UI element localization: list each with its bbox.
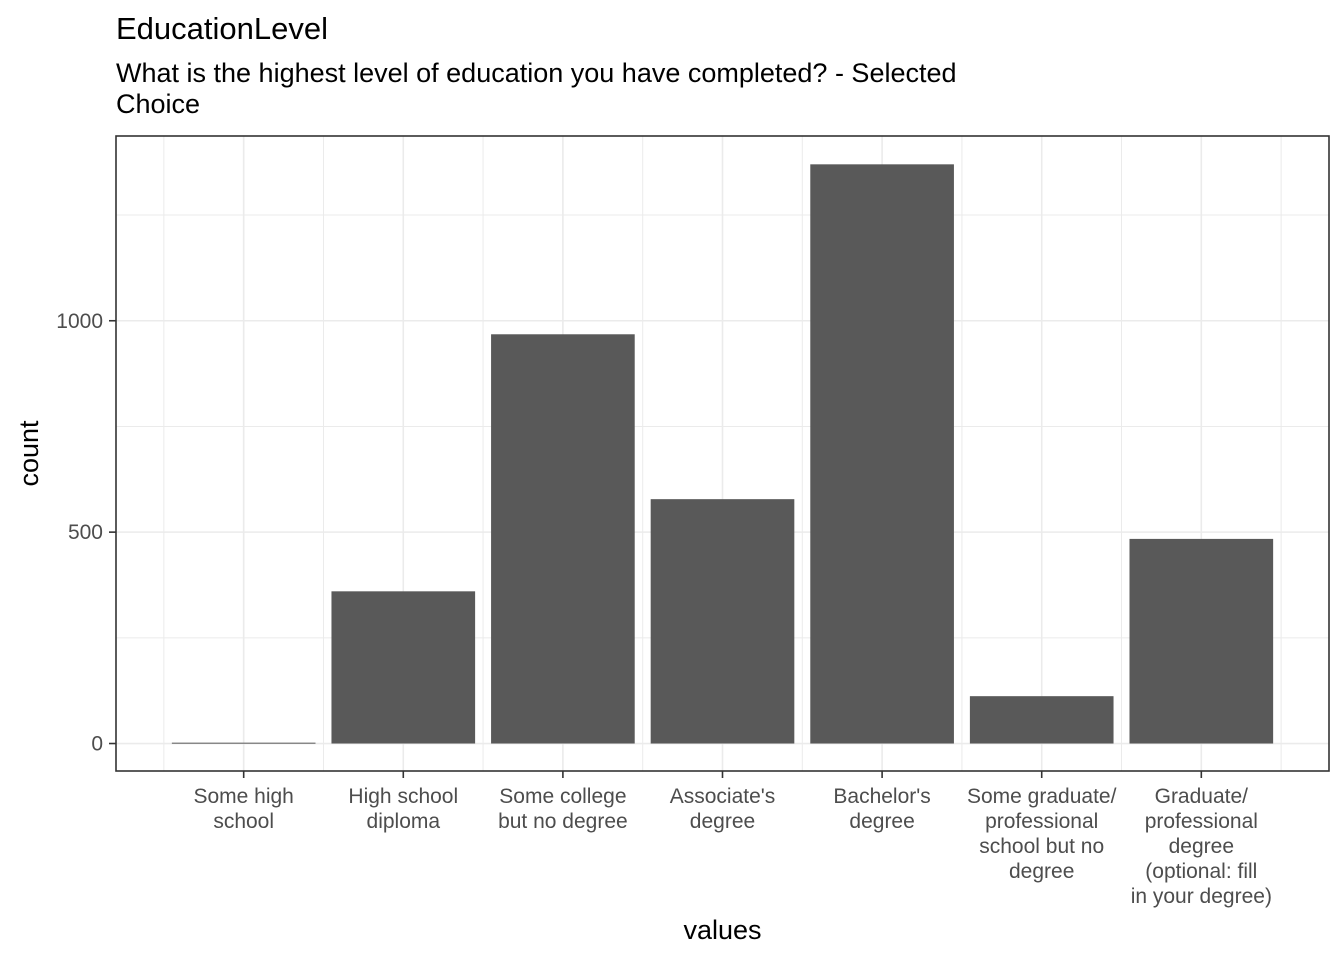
bar [969, 696, 1114, 744]
x-axis-title: values [683, 915, 761, 945]
bar [650, 499, 795, 744]
y-axis-title: count [14, 420, 44, 487]
bars [171, 164, 1274, 744]
y-tick-label: 0 [91, 733, 103, 756]
x-tick-label: Some high school [193, 785, 293, 833]
bar [491, 334, 635, 744]
x-axis-ticks: Some high school High school diploma Some co… [193, 771, 1272, 908]
x-tick-label: Bachelor's degree [833, 785, 930, 833]
y-axis-ticks: 0 500 1000 [56, 310, 116, 756]
chart-subtitle: What is the highest level of education y… [116, 58, 957, 119]
x-tick-label: Some graduate/professional school but no d… [967, 785, 1117, 883]
bar [331, 591, 476, 744]
bar [171, 742, 316, 744]
y-tick-label: 1000 [56, 310, 103, 333]
x-tick-label: Associate's degree [670, 785, 776, 833]
x-tick-label: Some college but no degree [498, 785, 628, 833]
chart-title: EducationLevel [116, 11, 328, 46]
x-tick-label: Graduate/professional degree (optional: fi… [1131, 785, 1272, 908]
bar [810, 164, 954, 744]
bar [1129, 538, 1274, 744]
y-tick-label: 500 [68, 521, 103, 544]
x-tick-label: High school diploma [348, 785, 458, 833]
